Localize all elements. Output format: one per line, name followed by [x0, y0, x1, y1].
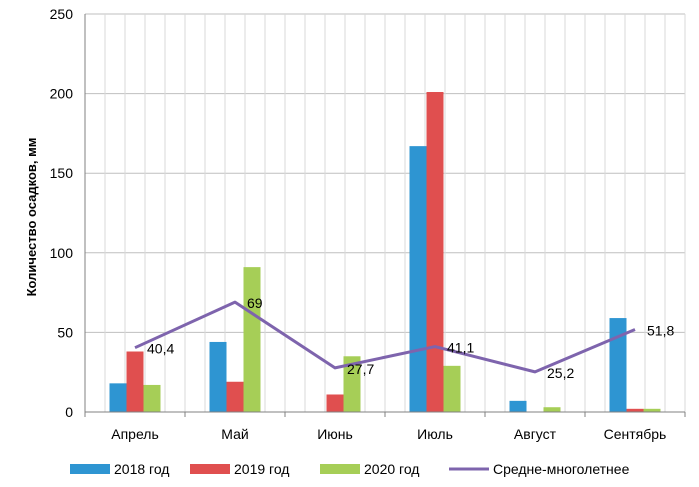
data-label: 51,8	[647, 323, 674, 339]
data-label: 40,4	[147, 341, 174, 357]
y-tick-label: 100	[50, 245, 74, 261]
x-tick-label: Июль	[417, 426, 453, 442]
bar	[209, 341, 227, 412]
data-label: 69	[247, 295, 263, 311]
y-tick-label: 200	[50, 86, 74, 102]
x-tick-label: Сентябрь	[604, 426, 667, 442]
legend-swatch	[70, 464, 110, 474]
bar	[426, 92, 444, 413]
y-axis-label: Количество осадков, мм	[24, 138, 39, 297]
legend-swatch	[320, 464, 360, 474]
y-tick-label: 0	[65, 404, 73, 420]
data-label: 25,2	[547, 365, 574, 381]
legend-label: 2020 год	[364, 461, 419, 477]
y-tick-label: 50	[57, 324, 73, 340]
data-label: 41,1	[447, 340, 474, 356]
x-tick-label: Июнь	[317, 426, 353, 442]
x-tick-label: Май	[221, 426, 248, 442]
legend-label: Средне-многолетнее	[493, 461, 630, 477]
bars	[109, 92, 661, 413]
bar	[609, 318, 627, 412]
bar	[409, 146, 427, 413]
average-line-layer: 40,4 69 27,7 41,1 25,2 51,8	[134, 295, 674, 381]
bar	[126, 351, 144, 412]
x-tick-label: Апрель	[111, 426, 159, 442]
legend-label: 2019 год	[234, 461, 289, 477]
bar	[643, 408, 661, 412]
y-tick-label: 250	[50, 6, 74, 22]
axes: 0 50 100 150 200 250 Апрель Май Июнь Июль Август Се…	[50, 6, 686, 442]
legend-swatch	[190, 464, 230, 474]
bar	[443, 365, 461, 412]
bar	[326, 394, 344, 412]
bar	[626, 408, 644, 412]
bar	[109, 383, 127, 412]
bar	[226, 381, 244, 412]
grid-lines	[84, 13, 686, 412]
bar	[143, 384, 161, 412]
x-tick-label: Август	[514, 426, 557, 442]
legend: 2018 год 2019 год 2020 год Средне-многолетн…	[70, 461, 630, 477]
average-line	[134, 300, 636, 374]
bar	[343, 356, 361, 412]
legend-label: 2018 год	[114, 461, 169, 477]
data-label: 27,7	[347, 361, 374, 377]
bar	[543, 407, 561, 412]
y-tick-label: 150	[50, 165, 74, 181]
bar	[509, 400, 527, 412]
bar	[243, 267, 261, 412]
